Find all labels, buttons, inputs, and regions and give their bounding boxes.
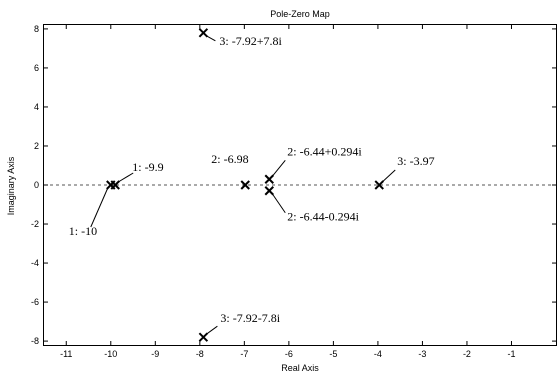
pole-annotation: 1: -9.9	[132, 160, 163, 174]
pole-marker	[264, 186, 274, 196]
pole-marker	[110, 180, 120, 190]
annotation-leader	[206, 325, 218, 335]
axes: -11 -10 -9 -8 -7 -6 -5 -4 -3 -2 -1 -8 -6 -4 -2 0 2 4 6 8	[31, 24, 556, 359]
pole-annotation: 2: -6.44-0.294i	[287, 210, 359, 224]
chart-title: Pole-Zero Map	[270, 9, 330, 19]
pole-marker	[198, 332, 209, 342]
pole-x-stroke	[110, 180, 120, 190]
pole-x-stroke	[264, 174, 274, 184]
x-axis-label: Real Axis	[281, 363, 319, 373]
pole-annotation: 3: -3.97	[397, 154, 434, 168]
plot-frame	[43, 24, 557, 346]
pole-annotation: 2: -6.98	[211, 152, 248, 166]
x-tick-label: -3	[418, 349, 426, 359]
pole-marker	[240, 180, 250, 190]
x-tick-label: -10	[104, 349, 117, 359]
pole-marker	[264, 174, 274, 184]
pole-annotation: 1: -10	[69, 224, 97, 238]
y-tick-label: 8	[34, 24, 39, 34]
annotation-leader	[206, 35, 216, 42]
x-tick-label: -8	[196, 349, 204, 359]
y-tick-label: -4	[31, 258, 39, 268]
annotation-leader	[381, 169, 396, 183]
pole-annotation: 3: -7.92-7.8i	[220, 311, 280, 325]
x-tick-label: -5	[329, 349, 337, 359]
y-tick-label: -6	[31, 297, 39, 307]
pole-x-stroke	[198, 28, 209, 38]
annotation-leader	[90, 187, 109, 228]
y-tick-label: -2	[31, 219, 39, 229]
y-tick-label: 4	[34, 102, 39, 112]
annotation-leader	[271, 159, 286, 177]
x-tick-label: -1	[507, 349, 515, 359]
pole-x-stroke	[240, 180, 250, 190]
y-tick-label: 2	[34, 141, 39, 151]
pole-annotation: 2: -6.44+0.294i	[287, 144, 362, 158]
y-tick-label: -8	[31, 336, 39, 346]
x-tick-label: -9	[151, 349, 159, 359]
pole-x-stroke	[198, 332, 209, 342]
pole-markers: 1: -10 1: -9.9 2: -6.98 2: -6.44+0.294i 2: -…	[69, 28, 435, 342]
x-tick-label: -7	[240, 349, 248, 359]
pole-annotation: 3: -7.92+7.8i	[219, 34, 282, 48]
x-tick-label: -6	[285, 349, 293, 359]
y-axis-label: Imaginary Axis	[6, 156, 16, 215]
y-tick-label: 0	[34, 180, 39, 190]
x-tick-label: -11	[60, 349, 72, 359]
annotation-leader	[117, 172, 134, 183]
y-tick-label: 6	[34, 63, 39, 73]
pole-x-stroke	[264, 186, 274, 196]
pole-marker	[198, 28, 209, 38]
x-tick-label: -4	[374, 349, 382, 359]
annotation-leader	[271, 193, 286, 214]
x-tick-label: -2	[463, 349, 471, 359]
pole-marker	[374, 180, 384, 190]
pole-x-stroke	[374, 180, 384, 190]
